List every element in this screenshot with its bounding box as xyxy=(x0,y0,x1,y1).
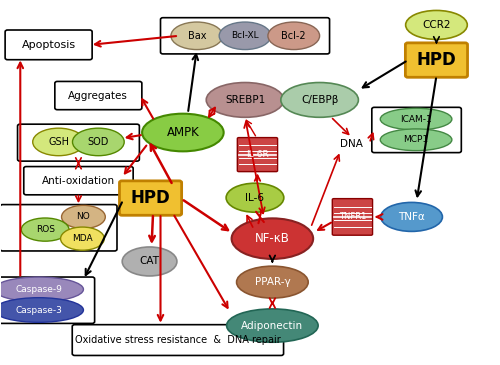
Text: MDA: MDA xyxy=(72,234,92,243)
Ellipse shape xyxy=(171,22,222,50)
Text: C/EBPβ: C/EBPβ xyxy=(301,95,339,105)
Ellipse shape xyxy=(232,218,313,259)
Text: ICAM-1: ICAM-1 xyxy=(400,115,432,124)
Ellipse shape xyxy=(62,205,106,228)
Text: GSH: GSH xyxy=(48,137,69,147)
Ellipse shape xyxy=(380,108,452,130)
Ellipse shape xyxy=(0,298,84,322)
Text: IL-6R: IL-6R xyxy=(246,150,269,159)
Text: Oxidative stress resistance  &  DNA repair: Oxidative stress resistance & DNA repair xyxy=(75,335,281,345)
Text: CCR2: CCR2 xyxy=(422,20,450,30)
FancyBboxPatch shape xyxy=(72,325,284,356)
FancyBboxPatch shape xyxy=(55,81,142,110)
Text: SOD: SOD xyxy=(88,137,109,147)
Text: Bax: Bax xyxy=(188,31,206,41)
Ellipse shape xyxy=(72,128,124,156)
Text: Caspase-9: Caspase-9 xyxy=(15,285,62,294)
Ellipse shape xyxy=(122,247,177,276)
Ellipse shape xyxy=(380,129,452,151)
FancyBboxPatch shape xyxy=(160,18,330,54)
Text: HPD: HPD xyxy=(130,189,170,207)
FancyBboxPatch shape xyxy=(5,30,92,60)
Ellipse shape xyxy=(226,309,318,342)
Text: Adiponectin: Adiponectin xyxy=(242,320,304,331)
Ellipse shape xyxy=(381,203,442,231)
FancyBboxPatch shape xyxy=(24,166,133,195)
Text: Bcl-2: Bcl-2 xyxy=(282,31,306,41)
Text: TNFα: TNFα xyxy=(398,212,425,222)
Text: AMPK: AMPK xyxy=(166,126,199,139)
Ellipse shape xyxy=(22,218,69,241)
Ellipse shape xyxy=(32,128,84,156)
Ellipse shape xyxy=(281,82,358,117)
Text: IL-6: IL-6 xyxy=(246,193,264,203)
Text: CAT: CAT xyxy=(140,257,160,266)
Ellipse shape xyxy=(60,227,104,250)
Ellipse shape xyxy=(142,114,224,151)
FancyBboxPatch shape xyxy=(332,199,372,235)
Text: MCP1: MCP1 xyxy=(404,135,428,144)
Text: Bcl-XL: Bcl-XL xyxy=(231,31,259,40)
FancyBboxPatch shape xyxy=(406,43,468,77)
Text: HPD: HPD xyxy=(416,51,457,69)
Ellipse shape xyxy=(236,266,308,298)
Text: Caspase-3: Caspase-3 xyxy=(15,306,62,315)
Text: NO: NO xyxy=(76,212,90,222)
FancyBboxPatch shape xyxy=(0,205,117,251)
Text: Apoptosis: Apoptosis xyxy=(22,40,76,50)
Ellipse shape xyxy=(219,22,271,50)
Text: Aggregates: Aggregates xyxy=(68,91,128,101)
Text: TNFR1: TNFR1 xyxy=(338,212,366,222)
Text: NF-κB: NF-κB xyxy=(255,232,290,245)
Ellipse shape xyxy=(268,22,320,50)
FancyBboxPatch shape xyxy=(0,277,94,323)
FancyBboxPatch shape xyxy=(18,124,140,161)
Ellipse shape xyxy=(406,11,468,39)
Text: DNA: DNA xyxy=(340,139,363,149)
Text: ROS: ROS xyxy=(36,225,54,234)
Ellipse shape xyxy=(206,82,284,117)
FancyBboxPatch shape xyxy=(238,138,278,172)
Ellipse shape xyxy=(0,277,84,301)
Text: PPAR-γ: PPAR-γ xyxy=(254,277,290,287)
FancyBboxPatch shape xyxy=(120,181,182,215)
FancyBboxPatch shape xyxy=(372,107,462,153)
Ellipse shape xyxy=(226,183,284,212)
Text: Anti-oxidation: Anti-oxidation xyxy=(42,176,115,186)
Text: SREBP1: SREBP1 xyxy=(225,95,265,105)
